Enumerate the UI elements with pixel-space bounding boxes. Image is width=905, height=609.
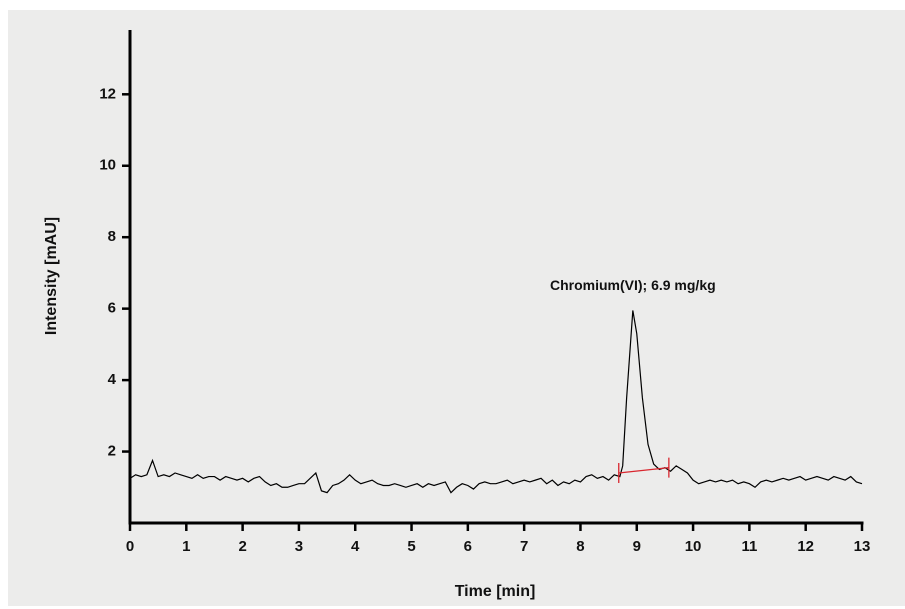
x-tick-label: 3 bbox=[295, 538, 303, 555]
y-tick-label: 12 bbox=[99, 85, 116, 102]
x-tick-label: 2 bbox=[238, 538, 246, 555]
x-tick-label: 0 bbox=[126, 538, 134, 555]
peak-annotation: Chromium(VI); 6.9 mg/kg bbox=[550, 277, 716, 293]
x-tick-label: 1 bbox=[182, 538, 190, 555]
x-tick-label: 12 bbox=[797, 538, 814, 555]
panel bbox=[8, 10, 905, 606]
x-tick-label: 13 bbox=[854, 538, 871, 555]
x-tick-label: 11 bbox=[741, 538, 757, 555]
peak-baseline bbox=[618, 466, 669, 474]
y-axis-label: Intensity [mAU] bbox=[43, 217, 60, 335]
x-axis-label: Time [min] bbox=[455, 583, 536, 600]
x-tick-label: 4 bbox=[351, 538, 360, 555]
y-tick-label: 2 bbox=[108, 443, 116, 460]
y-tick-label: 6 bbox=[108, 300, 116, 317]
x-tick-label: 8 bbox=[576, 538, 584, 555]
y-tick-label: 8 bbox=[108, 228, 116, 245]
y-tick-label: 10 bbox=[99, 157, 116, 174]
x-tick-label: 6 bbox=[464, 538, 472, 555]
x-tick-label: 5 bbox=[407, 538, 415, 555]
signal-line bbox=[129, 310, 863, 494]
y-tick-label: 4 bbox=[108, 371, 117, 388]
x-tick-label: 10 bbox=[685, 538, 702, 555]
x-tick-label: 7 bbox=[520, 538, 528, 555]
x-tick-label: 9 bbox=[633, 538, 641, 555]
